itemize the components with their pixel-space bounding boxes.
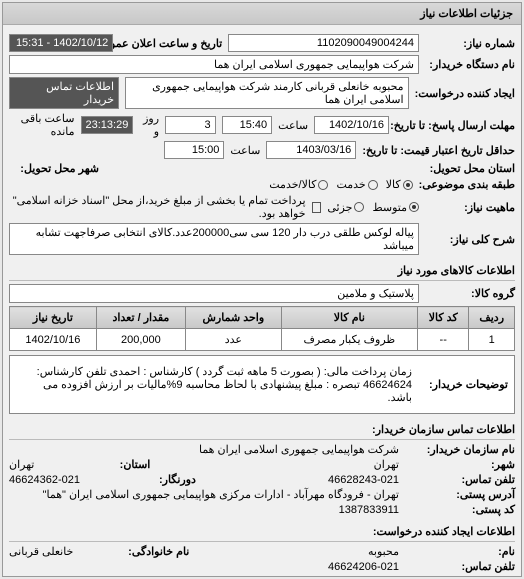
number-label: شماره نیاز:: [425, 37, 515, 50]
contact-header: اطلاعات تماس سازمان خریدار:: [9, 420, 515, 440]
col-code: کد کالا: [418, 307, 469, 329]
radio-services-label: خدمت: [336, 178, 365, 191]
cname-label: نام:: [405, 545, 515, 558]
radio-medium-label: متوسط: [372, 201, 407, 214]
deadline-time-field: 15:40: [222, 116, 273, 134]
goods-table: ردیف کد کالا نام کالا واحد شمارش مقدار /…: [9, 306, 515, 351]
announce-field: 1402/10/12 - 15:31: [9, 34, 113, 52]
col-row: ردیف: [469, 307, 515, 329]
radio-goods[interactable]: کالا: [386, 178, 413, 191]
cname-value: محبوبه: [368, 545, 399, 558]
radio-dot-icon: [318, 180, 328, 190]
delivery-state-label: استان محل تحویل:: [425, 162, 515, 175]
col-name: نام کالا: [281, 307, 417, 329]
radio-partial-label: جزئی: [327, 201, 352, 214]
radio-gs-label: کالا/خدمت: [269, 178, 316, 191]
cell-date: 1402/10/16: [10, 329, 97, 351]
cphone-label: تلفن تماس:: [405, 560, 515, 573]
col-date: تاریخ نیاز: [10, 307, 97, 329]
buyer-device-label: نام دستگاه خریدار:: [425, 58, 515, 71]
nature-label: ماهیت نیاز:: [425, 201, 515, 214]
org-label: نام سازمان خریدار:: [405, 443, 515, 456]
panel-title: جزئیات اطلاعات نیاز: [3, 3, 521, 25]
notes-text: زمان پرداخت مالی: ( بصورت 5 ماهه ثبت گرد…: [16, 365, 412, 404]
main-desc-field: پیاله لوکس طلقی درب دار 120 سی سی200000ع…: [9, 223, 419, 255]
table-header-row: ردیف کد کالا نام کالا واحد شمارش مقدار /…: [10, 307, 515, 329]
cell-code: --: [418, 329, 469, 351]
table-row: 1 -- ظروف یکبار مصرف عدد 200,000 1402/10…: [10, 329, 515, 351]
radio-dot-icon: [409, 202, 419, 212]
buyer-device-field: شرکت هواپیمایی جمهوری اسلامی ایران هما: [9, 55, 419, 74]
remaining-days-label: روز و: [139, 112, 159, 138]
contact-info-button[interactable]: اطلاعات تماس خریدار: [9, 77, 119, 109]
phone-label: تلفن تماس:: [405, 473, 515, 486]
validity-date-field: 1403/03/16: [266, 141, 356, 159]
remaining-time-field: 23:13:29: [81, 116, 134, 134]
phone-value: 46628243-021: [328, 474, 399, 486]
payment-note: پرداخت تمام یا بخشی از مبلغ خرید،از محل …: [9, 194, 306, 220]
radio-partial[interactable]: جزئی: [327, 201, 364, 214]
remaining-days-field: 3: [165, 116, 216, 134]
creator-label: ایجاد کننده درخواست:: [415, 87, 515, 100]
validity-time-field: 15:00: [164, 141, 224, 159]
deadline-date-field: 1402/10/16: [314, 116, 389, 134]
group-label: گروه کالا:: [425, 287, 515, 300]
budget-label: طبقه بندی موضوعی:: [419, 178, 515, 191]
state-label: استان:: [40, 458, 150, 471]
deadline-send-label: مهلت ارسال پاسخ: تا تاریخ:: [395, 119, 515, 132]
budget-radio-group: کالا خدمت کالا/خدمت: [269, 178, 412, 191]
cfamily-value: خانعلی قربانی: [9, 545, 73, 558]
group-field: پلاستیک و ملامین: [9, 284, 419, 303]
creator-contact-header: اطلاعات ایجاد کننده درخواست:: [9, 522, 515, 542]
main-desc-label: شرح کلی نیاز:: [425, 233, 515, 246]
radio-dot-icon: [403, 180, 413, 190]
nature-radio-group: متوسط جزئی: [327, 201, 419, 214]
fax-label: دورنگار:: [86, 473, 196, 486]
radio-services[interactable]: خدمت: [336, 178, 377, 191]
postcode-label: کد پستی:: [405, 503, 515, 516]
radio-medium[interactable]: متوسط: [372, 201, 419, 214]
number-field: 1102090049004244: [228, 34, 419, 52]
time-label-1: ساعت: [278, 119, 308, 132]
payment-checkbox[interactable]: [312, 202, 322, 213]
cphone-value: 46624206-021: [328, 561, 399, 573]
radio-dot-icon: [368, 180, 378, 190]
city-label: شهر:: [405, 458, 515, 471]
announce-label: تاریخ و ساعت اعلان عمومی:: [119, 37, 222, 50]
validity-label: حداقل تاریخ اعتبار قیمت: تا تاریخ:: [362, 144, 515, 157]
state-value: تهران: [9, 458, 34, 471]
cell-row: 1: [469, 329, 515, 351]
notes-label: توضیحات خریدار:: [418, 378, 508, 391]
col-qty: مقدار / تعداد: [96, 307, 185, 329]
goods-header: اطلاعات کالاهای مورد نیاز: [9, 261, 515, 281]
remaining-label: ساعت باقی مانده: [9, 112, 75, 138]
radio-goods-services[interactable]: کالا/خدمت: [269, 178, 328, 191]
creator-field: محبوبه خانعلی قربانی کارمند شرکت هواپیما…: [125, 77, 409, 109]
delivery-city-label: شهر محل تحویل:: [9, 162, 99, 175]
radio-dot-icon: [354, 202, 364, 212]
postaddr-label: آدرس پستی:: [405, 488, 515, 501]
col-unit: واحد شمارش: [185, 307, 281, 329]
cell-unit: عدد: [185, 329, 281, 351]
city-value: تهران: [374, 458, 399, 471]
cfamily-label: نام خانوادگی:: [79, 545, 189, 558]
radio-goods-label: کالا: [386, 178, 401, 191]
postaddr-value: تهران - فرودگاه مهرآباد - ادارات مرکزی ه…: [43, 488, 399, 501]
org-value: شرکت هواپیمایی جمهوری اسلامی ایران هما: [199, 443, 399, 456]
postcode-value: 1387833911: [339, 504, 399, 516]
time-label-2: ساعت: [230, 144, 260, 157]
cell-qty: 200,000: [96, 329, 185, 351]
fax-value: 46624362-021: [9, 474, 80, 486]
cell-name: ظروف یکبار مصرف: [281, 329, 417, 351]
